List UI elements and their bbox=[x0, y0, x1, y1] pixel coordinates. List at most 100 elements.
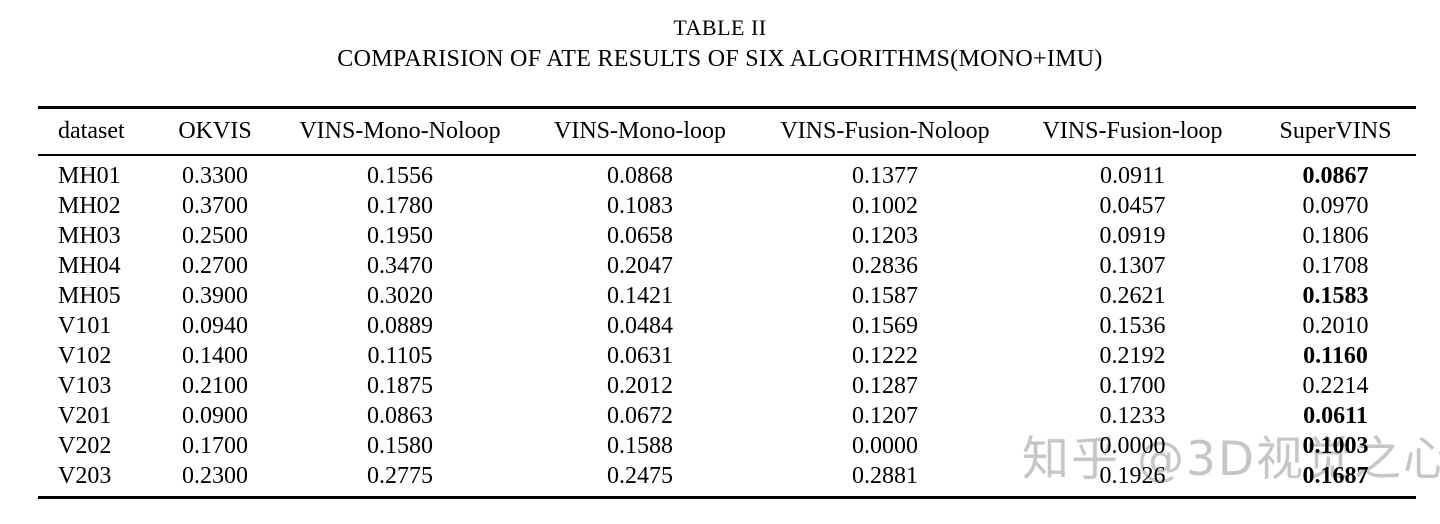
header-row: dataset OKVIS VINS-Mono-Noloop VINS-Mono-lo… bbox=[38, 107, 1416, 156]
value-cell: 0.1207 bbox=[852, 403, 918, 429]
table-row-v101: V101 0.0940 0.0889 0.0484 0.1569 0.1536 0.2010 bbox=[38, 311, 1416, 341]
value-cell: 0.1556 bbox=[367, 163, 433, 189]
value-cell: 0.0900 bbox=[182, 403, 248, 429]
value-cell: 0.1687 bbox=[1302, 463, 1369, 489]
value-cell: 0.1002 bbox=[852, 193, 918, 219]
value-cell: 0.0867 bbox=[1302, 163, 1369, 189]
value-cell: 0.1233 bbox=[1099, 403, 1166, 429]
value-cell: 0.2214 bbox=[1302, 373, 1369, 399]
value-cell: 0.3300 bbox=[182, 163, 248, 189]
value-cell: 0.0611 bbox=[1303, 403, 1368, 429]
table-row-v202: V202 0.1700 0.1580 0.1588 0.0000 0.0000 0.1003 bbox=[38, 431, 1416, 461]
value-cell: 0.3900 bbox=[182, 283, 248, 309]
value-cell: 0.1583 bbox=[1302, 283, 1369, 309]
dataset-cell: V202 bbox=[58, 433, 112, 459]
value-cell: 0.2047 bbox=[607, 253, 673, 279]
value-cell: 0.1536 bbox=[1099, 313, 1166, 339]
value-cell: 0.2010 bbox=[1302, 313, 1369, 339]
table-body: MH01 0.3300 0.1556 0.0868 0.1377 0.0911 0.0867… bbox=[38, 155, 1416, 498]
dataset-cell: MH04 bbox=[58, 253, 121, 279]
value-cell: 0.1307 bbox=[1099, 253, 1166, 279]
value-cell: 0.1875 bbox=[367, 373, 433, 399]
value-cell: 0.2475 bbox=[607, 463, 673, 489]
value-cell: 0.1105 bbox=[367, 343, 433, 369]
value-cell: 0.0000 bbox=[852, 433, 918, 459]
value-cell: 0.1400 bbox=[182, 343, 248, 369]
column-header-vins-fusion-noloop: VINS-Fusion-Noloop bbox=[760, 107, 1010, 156]
value-cell: 0.1700 bbox=[1099, 373, 1166, 399]
value-cell: 0.2836 bbox=[852, 253, 918, 279]
table-row-v201: V201 0.0900 0.0863 0.0672 0.1207 0.1233 0.0611 bbox=[38, 401, 1416, 431]
table-title: COMPARISION OF ATE RESULTS OF SIX ALGORI… bbox=[337, 46, 1103, 72]
value-cell: 0.1587 bbox=[852, 283, 918, 309]
table-row-mh05: MH05 0.3900 0.3020 0.1421 0.1587 0.2621 0.1583 bbox=[38, 281, 1416, 311]
table-row-v103: V103 0.2100 0.1875 0.2012 0.1287 0.1700 0.2214 bbox=[38, 371, 1416, 401]
value-cell: 0.2192 bbox=[1099, 343, 1166, 369]
value-cell: 0.1222 bbox=[852, 343, 918, 369]
value-cell: 0.0863 bbox=[367, 403, 433, 429]
value-cell: 0.1950 bbox=[367, 223, 433, 249]
value-cell: 0.0484 bbox=[607, 313, 673, 339]
table-head: dataset OKVIS VINS-Mono-Noloop VINS-Mono-lo… bbox=[38, 107, 1416, 156]
table-row-mh04: MH04 0.2700 0.3470 0.2047 0.2836 0.1307 0.1708 bbox=[38, 251, 1416, 281]
dataset-cell: MH03 bbox=[58, 223, 121, 249]
table-caption: TABLE II COMPARISION OF ATE RESULTS OF S… bbox=[0, 14, 1440, 74]
value-cell: 0.1421 bbox=[607, 283, 673, 309]
dataset-cell: MH05 bbox=[58, 283, 121, 309]
results-table: dataset OKVIS VINS-Mono-Noloop VINS-Mono-lo… bbox=[38, 106, 1416, 499]
value-cell: 0.1377 bbox=[852, 163, 918, 189]
column-header-vins-mono-noloop: VINS-Mono-Noloop bbox=[280, 107, 520, 156]
value-cell: 0.0911 bbox=[1099, 163, 1166, 189]
value-cell: 0.1083 bbox=[607, 193, 673, 219]
value-cell: 0.0000 bbox=[1099, 433, 1166, 459]
value-cell: 0.3700 bbox=[182, 193, 248, 219]
value-cell: 0.3020 bbox=[367, 283, 433, 309]
value-cell: 0.1700 bbox=[182, 433, 248, 459]
value-cell: 0.1806 bbox=[1302, 223, 1369, 249]
value-cell: 0.2881 bbox=[852, 463, 918, 489]
value-cell: 0.1160 bbox=[1303, 343, 1368, 369]
value-cell: 0.0631 bbox=[607, 343, 673, 369]
table-row-v102: V102 0.1400 0.1105 0.0631 0.1222 0.2192 0.1160 bbox=[38, 341, 1416, 371]
column-header-dataset: dataset bbox=[38, 107, 150, 156]
value-cell: 0.2012 bbox=[607, 373, 673, 399]
value-cell: 0.2300 bbox=[182, 463, 248, 489]
value-cell: 0.2700 bbox=[182, 253, 248, 279]
value-cell: 0.0919 bbox=[1099, 223, 1166, 249]
value-cell: 0.1588 bbox=[607, 433, 673, 459]
value-cell: 0.0868 bbox=[607, 163, 673, 189]
column-header-okvis: OKVIS bbox=[150, 107, 280, 156]
table-row-v203: V203 0.2300 0.2775 0.2475 0.2881 0.1926 0.1687 bbox=[38, 461, 1416, 498]
value-cell: 0.0672 bbox=[607, 403, 673, 429]
value-cell: 0.0658 bbox=[607, 223, 673, 249]
value-cell: 0.1780 bbox=[367, 193, 433, 219]
value-cell: 0.2621 bbox=[1099, 283, 1166, 309]
value-cell: 0.2500 bbox=[182, 223, 248, 249]
table-row-mh02: MH02 0.3700 0.1780 0.1083 0.1002 0.0457 0.0970 bbox=[38, 191, 1416, 221]
value-cell: 0.0889 bbox=[367, 313, 433, 339]
table-row-mh01: MH01 0.3300 0.1556 0.0868 0.1377 0.0911 0.0867 bbox=[38, 155, 1416, 191]
value-cell: 0.2775 bbox=[367, 463, 433, 489]
value-cell: 0.1580 bbox=[367, 433, 433, 459]
dataset-cell: V103 bbox=[58, 373, 112, 399]
value-cell: 0.0457 bbox=[1099, 193, 1166, 219]
value-cell: 0.1003 bbox=[1302, 433, 1369, 459]
value-cell: 0.2100 bbox=[182, 373, 248, 399]
column-header-vins-fusion-loop: VINS-Fusion-loop bbox=[1010, 107, 1255, 156]
value-cell: 0.0940 bbox=[182, 313, 248, 339]
dataset-cell: MH01 bbox=[58, 163, 121, 189]
dataset-cell: MH02 bbox=[58, 193, 121, 219]
column-header-vins-mono-loop: VINS-Mono-loop bbox=[520, 107, 760, 156]
value-cell: 0.0970 bbox=[1302, 193, 1369, 219]
table-row-mh03: MH03 0.2500 0.1950 0.0658 0.1203 0.0919 0.1806 bbox=[38, 221, 1416, 251]
column-header-supervins: SuperVINS bbox=[1255, 107, 1416, 156]
watermark: 知乎 @3D视觉之心 bbox=[1022, 432, 1440, 487]
dataset-cell: V203 bbox=[58, 463, 112, 489]
value-cell: 0.1203 bbox=[852, 223, 918, 249]
dataset-cell: V201 bbox=[58, 403, 112, 429]
dataset-cell: V101 bbox=[58, 313, 112, 339]
value-cell: 0.1287 bbox=[852, 373, 918, 399]
table-number: TABLE II bbox=[673, 15, 767, 40]
value-cell: 0.1926 bbox=[1099, 463, 1166, 489]
